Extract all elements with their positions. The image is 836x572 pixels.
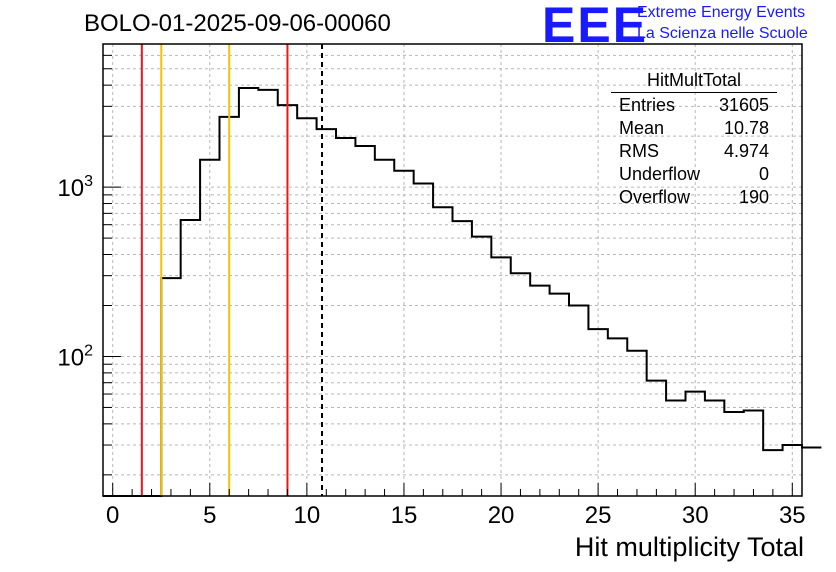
stats-label: Overflow — [619, 187, 691, 207]
x-tick-label: 15 — [391, 502, 418, 529]
stats-value: 4.974 — [723, 141, 769, 161]
stats-row-rms: RMS 4.974 — [611, 141, 777, 164]
chart-title: BOLO-01-2025-09-06-00060 — [84, 10, 391, 37]
stats-label: Underflow — [619, 164, 701, 184]
stats-label: Mean — [619, 118, 665, 138]
stats-value: 31605 — [718, 95, 769, 115]
stats-row-mean: Mean 10.78 — [611, 118, 777, 141]
x-tick-label: 5 — [203, 502, 216, 529]
stats-title: HitMultTotal — [611, 70, 777, 93]
x-tick-label: 30 — [682, 502, 709, 529]
y-tick-label: 102 — [57, 342, 93, 371]
x-tick-label: 0 — [106, 502, 119, 529]
x-axis-label: Hit multiplicity Total — [574, 532, 804, 562]
stats-box: HitMultTotal Entries 31605 Mean 10.78 RM… — [611, 70, 777, 210]
stats-row-entries: Entries 31605 — [611, 95, 777, 118]
stats-value: 10.78 — [723, 118, 769, 138]
stats-row-overflow: Overflow 190 — [611, 187, 777, 210]
histogram-line — [103, 86, 822, 497]
eee-logo: EEE — [542, 0, 649, 53]
x-tick-label: 25 — [585, 502, 612, 529]
plot-frame — [102, 43, 803, 497]
y-tick-label: 103 — [57, 173, 93, 202]
logo-line-2: La Scienza nelle Scuole — [637, 25, 808, 42]
stats-value: 190 — [738, 187, 769, 207]
stats-label: RMS — [619, 141, 659, 161]
x-tick-label: 10 — [294, 502, 321, 529]
x-tick-label: 35 — [779, 502, 806, 529]
stats-row-underflow: Underflow 0 — [611, 164, 777, 187]
stats-label: Entries — [619, 95, 676, 115]
x-tick-label: 20 — [488, 502, 515, 529]
logo-line-1: Extreme Energy Events — [637, 4, 806, 21]
stats-value: 0 — [758, 164, 769, 184]
